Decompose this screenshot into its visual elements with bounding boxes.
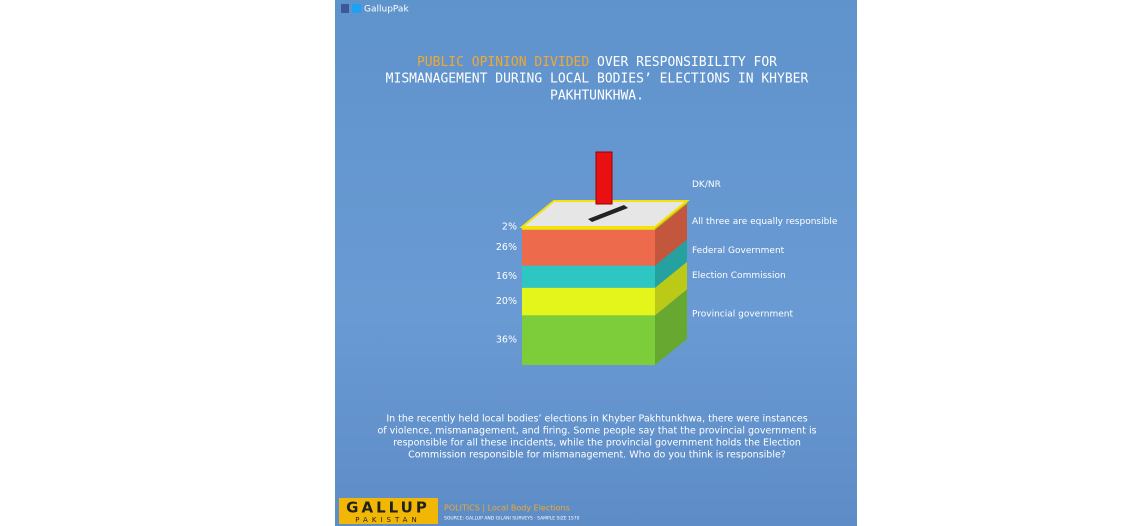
logo-sub: PAKISTAN [355,516,420,524]
title-line: MISMANAGEMENT DURING LOCAL BODIES’ ELECT… [386,72,809,87]
bar-side [655,289,687,365]
title: PUBLIC OPINION DIVIDED OVER RESPONSIBILI… [386,55,809,104]
ballot-card [595,151,613,205]
body: In the recently held local bodies’ elect… [377,414,816,461]
ballot-box: 36% Provincial government 20% Election Comm… [496,151,838,365]
body-line: Commission responsible for mismanagement… [408,450,786,461]
bar [522,227,655,230]
bar [522,287,655,316]
bar [522,315,655,365]
logo: GALLUP [346,499,430,517]
value-label: 26% [496,242,517,253]
source: SOURCE: GALLUP AND GILANI SURVEYS · SAMP… [444,516,580,522]
value-label: 36% [496,335,517,346]
title-text: OVER RESPONSIBILITY FOR [589,55,777,70]
legend-label: Federal Government [692,246,785,256]
section: POLITICS | Local Body Elections [444,504,570,513]
twitter-icon [352,4,361,13]
value-label: 20% [496,296,517,307]
bar-side [655,203,687,266]
legend-label: All three are equally responsible [692,217,838,227]
bar [522,265,655,288]
handle: GallupPak [364,5,409,15]
value-label: 16% [496,271,517,282]
logo-box [339,498,438,524]
facebook-icon [341,4,349,13]
title-highlight: PUBLIC OPINION DIVIDED [417,55,589,70]
bar [522,229,655,266]
body-line: of violence, mismanagement, and firing. … [377,426,816,437]
legend-label: DK/NR [692,180,721,190]
body-line: In the recently held local bodies’ elect… [386,414,807,425]
bar-side [655,261,687,316]
body-line: responsible for all these incidents, whi… [393,438,801,449]
slot [588,205,628,222]
title-line: PUBLIC OPINION DIVIDED OVER RESPONSIBILI… [417,55,777,70]
bar-side [655,239,687,288]
title-line: PAKHTUNKHWA. [550,89,644,104]
legend-label: Provincial government [692,310,793,320]
value-label: 2% [502,222,517,233]
legend-label: Election Commission [692,271,786,281]
